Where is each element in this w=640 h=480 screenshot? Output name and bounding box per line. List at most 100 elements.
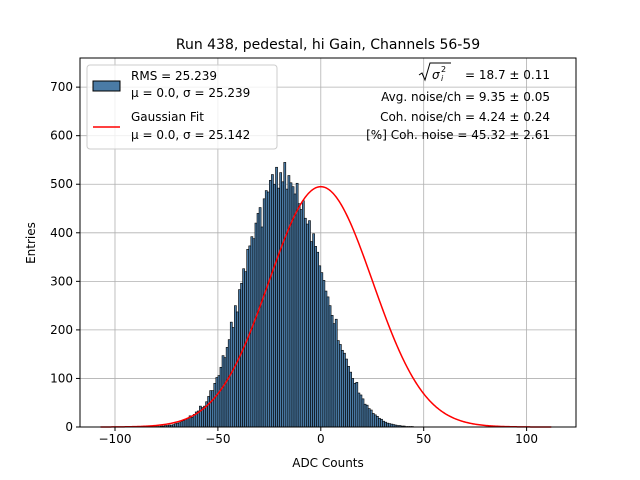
histogram-bar-117 [341, 349, 344, 428]
histogram-bar-66 [236, 311, 239, 428]
histogram-bar-101 [308, 220, 311, 428]
svg-text:σ: σ [432, 68, 440, 82]
histogram-bar-127 [361, 398, 365, 428]
histogram-bar-70 [244, 271, 248, 428]
histogram-bar-78 [260, 226, 264, 428]
histogram-bar-93 [291, 186, 295, 428]
histogram-bar-37 [176, 422, 180, 428]
x-tick-label-4: 100 [515, 432, 538, 446]
histogram-bar-125 [357, 392, 361, 428]
histogram-bar-92 [289, 182, 293, 428]
histogram-bar-116 [339, 344, 342, 428]
histogram-bar-112 [330, 315, 334, 428]
histogram-bar-52 [207, 396, 210, 428]
histogram-bar-134 [376, 416, 379, 428]
x-tick-label-2: 0 [317, 432, 325, 446]
histogram-bar-121 [349, 371, 352, 428]
legend-box [86, 64, 278, 150]
annotation-coh-noise: Coh. noise/ch = 4.24 ± 0.24 [380, 110, 550, 124]
histogram-bar-129 [365, 404, 369, 428]
histogram-bar-110 [326, 296, 330, 428]
y-axis-label: Entries [24, 222, 38, 264]
histogram-bar-126 [359, 394, 363, 428]
histogram-bar-94 [293, 193, 297, 428]
histogram-bar-114 [334, 318, 338, 428]
svg-text:2: 2 [441, 65, 446, 74]
grid [80, 58, 576, 428]
legend: RMS = 25.239 μ = 0.0, σ = 25.239 Gaussia… [86, 64, 278, 150]
histogram-bar-54 [211, 390, 215, 428]
histogram-bar-108 [322, 280, 326, 428]
histogram-bar-42 [186, 417, 190, 428]
histogram-bar-136 [380, 418, 383, 428]
histogram-bar-115 [336, 340, 340, 428]
gaussian-fit-line [100, 185, 552, 428]
histogram-bar-60 [223, 357, 227, 428]
histogram-bar-64 [231, 327, 235, 428]
histogram-bar-91 [287, 175, 291, 428]
svg-text:i: i [441, 74, 444, 83]
y-axis-ticks: 0 100 200 300 400 500 600 700 [50, 80, 80, 434]
histogram-bar-55 [213, 383, 217, 428]
histogram-bar-133 [374, 414, 377, 428]
legend-label-fit-1: Gaussian Fit [131, 110, 204, 124]
histogram-bar-98 [301, 200, 305, 428]
x-tick-label-1: −50 [205, 432, 230, 446]
histogram-bar-138 [384, 421, 387, 428]
histogram-bar-128 [363, 403, 367, 428]
histogram-bar-106 [318, 265, 322, 428]
histogram-bar-84 [273, 183, 276, 428]
histogram-bar-113 [332, 323, 336, 428]
histogram-bar-40 [182, 420, 186, 428]
histogram-bar-75 [254, 222, 258, 428]
histogram-bar-58 [219, 366, 223, 428]
noise-annotations: σ 2 i = 18.7 ± 0.11 Avg. noise/ch = 9.35… [366, 62, 550, 142]
histogram-bar-38 [178, 422, 182, 428]
histogram-bar-56 [215, 377, 219, 428]
histogram-bar-119 [345, 358, 348, 428]
histogram-bar-99 [304, 217, 307, 428]
y-tick-label-3: 300 [50, 274, 73, 288]
histogram-bar-59 [221, 355, 225, 428]
x-axis-ticks: −100 −50 0 50 100 [99, 427, 538, 446]
y-tick-label-5: 500 [50, 177, 73, 191]
histogram-bar-140 [388, 423, 392, 428]
histogram-bar-100 [306, 223, 309, 428]
histogram-bar-41 [184, 418, 188, 428]
gaussian-fit [100, 185, 552, 428]
histogram-bar-85 [275, 166, 278, 428]
y-tick-label-2: 200 [50, 323, 73, 337]
histogram-bar-89 [283, 162, 287, 428]
histogram-bar-123 [353, 383, 357, 428]
chart-title: Run 438, pedestal, hi Gain, Channels 56-… [176, 37, 480, 53]
histogram-bar-111 [328, 305, 332, 428]
annotation-avg-noise: Avg. noise/ch = 9.35 ± 0.05 [381, 90, 550, 104]
x-axis-label: ADC Counts [292, 456, 364, 470]
histogram-bar-96 [297, 203, 301, 428]
histogram-bar-57 [217, 375, 221, 428]
histogram-bar-83 [271, 174, 274, 428]
histogram-bar-135 [378, 417, 381, 428]
histogram-bar-77 [258, 207, 262, 428]
histogram-bar-131 [369, 409, 373, 428]
histogram-bar-87 [279, 172, 282, 428]
histogram-bar-139 [386, 422, 390, 428]
y-tick-label-7: 700 [50, 80, 73, 94]
histogram-bar-48 [199, 405, 202, 428]
histogram-bar-104 [314, 246, 317, 428]
y-tick-label-6: 600 [50, 129, 73, 143]
histogram-bar-122 [351, 378, 355, 428]
legend-label-rms-2: μ = 0.0, σ = 25.239 [131, 86, 250, 100]
x-tick-label-0: −100 [99, 432, 132, 446]
histogram-bar-137 [382, 420, 385, 428]
histogram-bar-76 [256, 213, 260, 428]
histogram-bar-39 [180, 421, 184, 428]
histogram-bar-74 [252, 238, 256, 428]
histogram-bar-124 [355, 382, 359, 428]
y-tick-label-0: 0 [65, 420, 73, 434]
histogram-bar-88 [281, 181, 285, 428]
histogram-bar-90 [285, 188, 289, 428]
histogram-bar-132 [371, 413, 375, 428]
histogram-bar-130 [367, 408, 371, 428]
x-tick-label-3: 50 [416, 432, 431, 446]
